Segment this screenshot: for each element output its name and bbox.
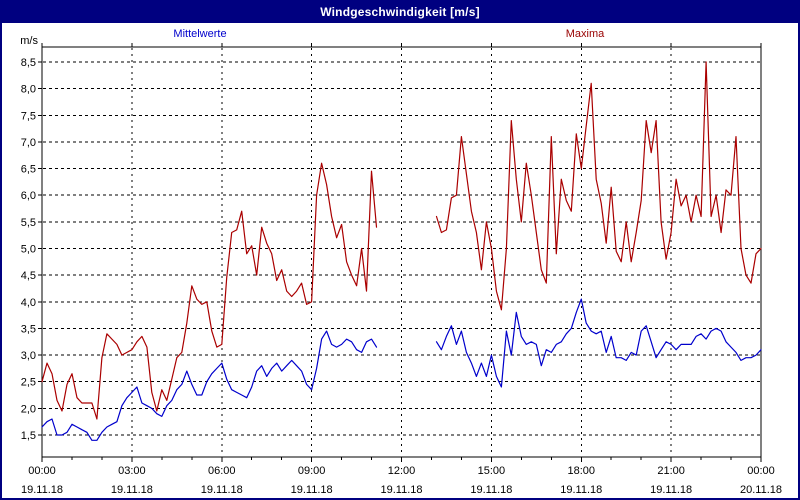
svg-text:7,0: 7,0 bbox=[21, 137, 36, 149]
svg-text:03:00: 03:00 bbox=[118, 465, 146, 477]
svg-text:19.11.18: 19.11.18 bbox=[650, 484, 692, 496]
svg-text:8,5: 8,5 bbox=[21, 57, 36, 69]
svg-text:21:00: 21:00 bbox=[657, 465, 685, 477]
svg-text:3,5: 3,5 bbox=[21, 323, 36, 335]
y-axis-labels: 8,5 8,0 7,5 7,0 6,5 6,0 5,5 5,0 4,5 4,0 3,5 3,0 2,5 2… bbox=[21, 57, 36, 442]
grid bbox=[43, 48, 760, 456]
svg-text:19.11.18: 19.11.18 bbox=[201, 484, 243, 496]
svg-text:4,0: 4,0 bbox=[21, 297, 36, 309]
svg-text:19.11.18: 19.11.18 bbox=[291, 484, 333, 496]
svg-text:8,0: 8,0 bbox=[21, 84, 36, 96]
legend-mittelwerte: Mittelwerte bbox=[173, 28, 227, 40]
x-axis-labels: 00:00 19.11.18 03:00 19.11.18 06:00 19.11.18 0… bbox=[21, 465, 782, 496]
series-maxima bbox=[41, 61, 762, 420]
svg-text:00:00: 00:00 bbox=[747, 465, 775, 477]
svg-text:3,0: 3,0 bbox=[21, 350, 36, 362]
svg-text:20.11.18: 20.11.18 bbox=[740, 484, 782, 496]
svg-text:5,0: 5,0 bbox=[21, 244, 36, 256]
legend-maxima: Maxima bbox=[565, 28, 605, 40]
svg-text:1,5: 1,5 bbox=[21, 430, 36, 442]
svg-text:2,0: 2,0 bbox=[21, 403, 36, 415]
svg-text:7,5: 7,5 bbox=[21, 110, 36, 122]
series-mittelwerte bbox=[41, 298, 762, 441]
svg-text:6,5: 6,5 bbox=[21, 164, 36, 176]
svg-text:18:00: 18:00 bbox=[567, 465, 595, 477]
svg-text:06:00: 06:00 bbox=[208, 465, 236, 477]
svg-text:19.11.18: 19.11.18 bbox=[21, 484, 63, 496]
svg-text:12:00: 12:00 bbox=[388, 465, 416, 477]
svg-text:19.11.18: 19.11.18 bbox=[470, 484, 512, 496]
svg-text:19.11.18: 19.11.18 bbox=[111, 484, 153, 496]
svg-text:4,5: 4,5 bbox=[21, 270, 36, 282]
svg-text:09:00: 09:00 bbox=[298, 465, 326, 477]
svg-text:19.11.18: 19.11.18 bbox=[380, 484, 422, 496]
svg-text:6,0: 6,0 bbox=[21, 190, 36, 202]
axis-ticks bbox=[38, 43, 762, 462]
svg-text:2,5: 2,5 bbox=[21, 377, 36, 389]
svg-text:00:00: 00:00 bbox=[28, 465, 56, 477]
svg-text:5,5: 5,5 bbox=[21, 217, 36, 229]
y-axis-unit-label: m/s bbox=[20, 35, 38, 47]
svg-text:19.11.18: 19.11.18 bbox=[560, 484, 602, 496]
window-title: Windgeschwindigkeit [m/s] bbox=[2, 2, 798, 23]
svg-text:15:00: 15:00 bbox=[478, 465, 506, 477]
